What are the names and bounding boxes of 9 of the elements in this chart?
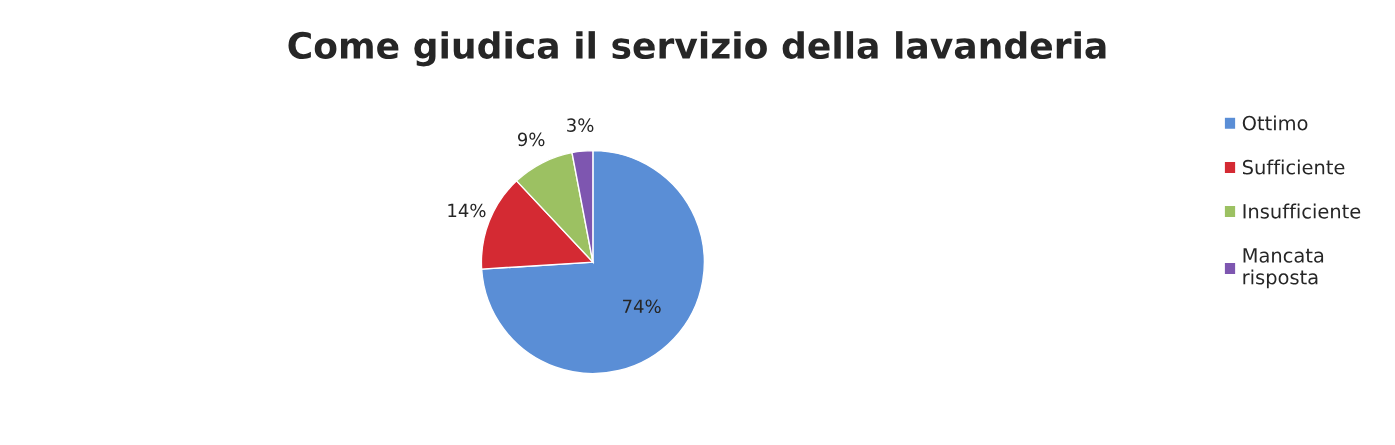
legend-label: Insufficiente bbox=[1243, 203, 1361, 219]
data-label: 9% bbox=[517, 132, 545, 147]
legend-label: Mancata risposta bbox=[1243, 248, 1324, 289]
legend-label: Ottimo bbox=[1242, 115, 1308, 131]
data-label: 3% bbox=[567, 118, 594, 132]
data-label: 14% bbox=[448, 203, 486, 218]
chart-title: Come giudica il servizio della lavanderia bbox=[288, 31, 1106, 67]
data-label: 74% bbox=[623, 299, 661, 314]
legend-label: Sufficiente bbox=[1242, 159, 1345, 175]
